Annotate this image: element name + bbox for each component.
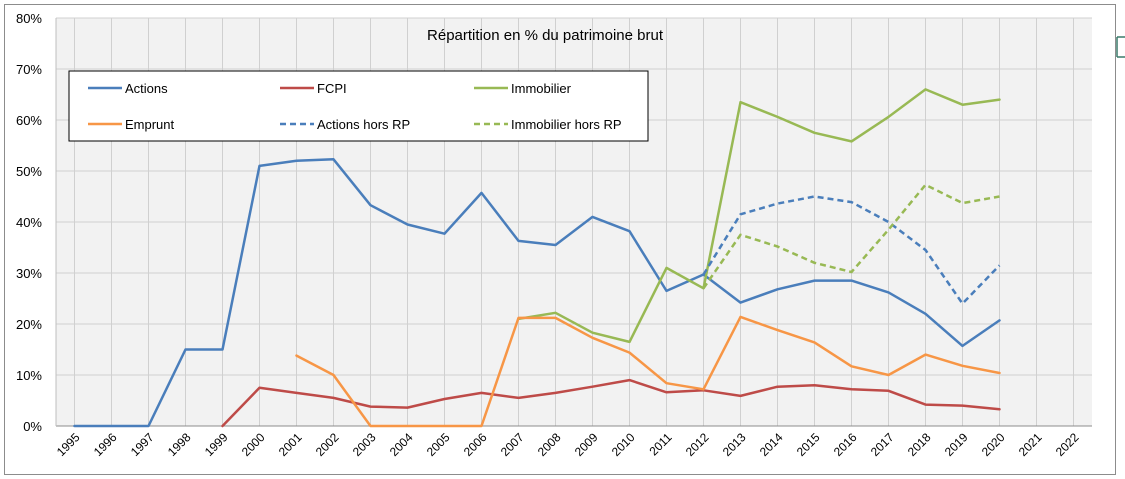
y-tick-label: 70% (16, 62, 42, 77)
series-line-immobilier (517, 88, 1001, 344)
x-tick-label: 2010 (609, 430, 638, 459)
x-tick-label: 2009 (572, 430, 601, 459)
series-line-emprunt (295, 315, 1001, 428)
legend-label: Actions hors RP (317, 117, 410, 132)
x-tick-labels: 1995 1996 1997 1998 1999 2000 2001 2002 2003 2004… (54, 430, 1082, 459)
x-tick-label: 2020 (979, 430, 1008, 459)
y-tick-label: 20% (16, 317, 42, 332)
x-tick-label: 2015 (794, 430, 823, 459)
chart-title: Répartition en % du patrimoine brut (427, 27, 664, 44)
x-tick-label: 2001 (276, 430, 305, 459)
x-tick-label: 2019 (942, 430, 971, 459)
legend-label: Actions (125, 81, 168, 96)
x-tick-label: 2004 (387, 430, 416, 459)
x-tick-label: 2014 (757, 430, 786, 459)
y-tick-label: 40% (16, 215, 42, 230)
y-tick-label: 30% (16, 266, 42, 281)
y-tick-label: 0% (23, 419, 42, 434)
series-lines (73, 88, 1001, 428)
y-tick-label: 80% (16, 11, 42, 26)
x-tick-label: 1997 (128, 430, 157, 459)
x-tick-label: 2002 (313, 430, 342, 459)
x-tick-label: 2008 (535, 430, 564, 459)
x-tick-label: 2007 (498, 430, 527, 459)
x-tick-label: 2021 (1016, 430, 1045, 459)
x-tick-label: 2018 (905, 430, 934, 459)
series-line-actions (73, 158, 1001, 428)
x-tick-label: 1995 (54, 430, 83, 459)
y-tick-label: 50% (16, 164, 42, 179)
x-tick-label: 2013 (720, 430, 749, 459)
legend-label: Immobilier hors RP (511, 117, 622, 132)
x-tick-label: 1999 (202, 430, 231, 459)
x-tick-label: 2012 (683, 430, 712, 459)
x-tick-label: 1998 (165, 430, 194, 459)
y-tick-label: 60% (16, 113, 42, 128)
x-tick-label: 2003 (350, 430, 379, 459)
legend: Actions FCPI Immobilier Emprunt Actions hors… (68, 70, 649, 142)
y-tick-label: 10% (16, 368, 42, 383)
x-tick-label: 2005 (424, 430, 453, 459)
x-tick-label: 2011 (646, 430, 674, 458)
legend-label: Immobilier (511, 81, 572, 96)
series-line-actions-hors-rp (702, 195, 1001, 305)
edge-mark (1116, 36, 1125, 58)
x-tick-label: 2022 (1053, 430, 1082, 459)
x-tick-label: 2006 (461, 430, 490, 459)
series-line-immobilier-hors-rp (702, 183, 1000, 290)
legend-box (68, 70, 649, 142)
y-tick-labels: 0% 10% 20% 30% 40% 50% 60% 70% 80% (16, 11, 42, 434)
x-tick-label: 2017 (868, 430, 897, 459)
legend-label: Emprunt (125, 117, 175, 132)
x-tick-label: 1996 (91, 430, 120, 459)
axes (55, 18, 1092, 427)
legend-label: FCPI (317, 81, 347, 96)
x-tick-label: 2016 (831, 430, 860, 459)
x-tick-label: 2000 (239, 430, 268, 459)
